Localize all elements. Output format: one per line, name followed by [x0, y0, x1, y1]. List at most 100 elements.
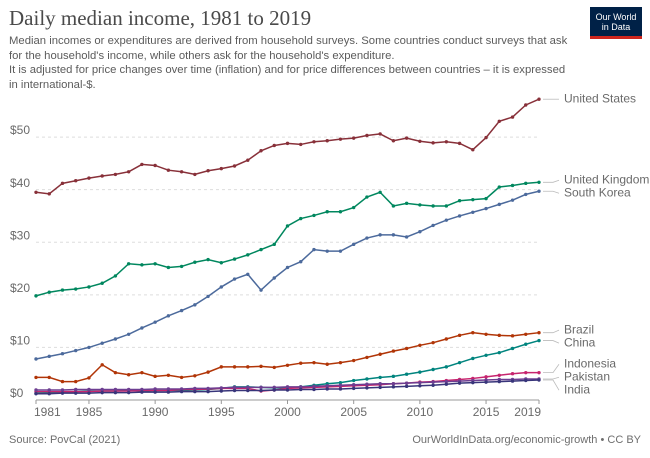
data-point — [206, 389, 210, 394]
data-point — [60, 391, 65, 395]
data-point — [34, 375, 38, 380]
data-point — [471, 210, 475, 214]
data-point — [391, 381, 396, 386]
data-point — [338, 137, 343, 141]
data-point — [246, 365, 250, 369]
data-point — [325, 210, 329, 214]
data-point — [206, 169, 210, 173]
data-point — [259, 388, 263, 393]
data-point — [140, 370, 144, 375]
data-point — [193, 386, 197, 391]
data-point — [457, 198, 462, 203]
data-point — [232, 365, 237, 369]
data-point — [113, 390, 118, 395]
data-point — [338, 210, 343, 214]
data-point — [34, 391, 38, 396]
data-point — [444, 140, 449, 144]
label-connector — [543, 363, 560, 374]
data-point — [391, 349, 396, 353]
data-point — [378, 352, 382, 356]
data-point — [378, 385, 382, 390]
data-point — [179, 387, 184, 391]
chart-title: Daily median income, 1981 to 2019 — [9, 6, 312, 30]
data-point — [259, 288, 263, 292]
data-point — [457, 381, 462, 385]
data-point — [74, 387, 78, 392]
data-point — [471, 330, 475, 335]
data-point — [166, 314, 171, 318]
data-point — [166, 265, 171, 270]
data-point — [312, 247, 316, 252]
data-point — [219, 261, 224, 265]
data-point — [219, 166, 224, 171]
data-point — [126, 390, 131, 395]
data-point — [232, 385, 237, 390]
data-point — [87, 176, 91, 180]
data-point — [74, 287, 78, 291]
data-point — [418, 380, 422, 385]
data-point — [471, 380, 475, 385]
data-point — [404, 381, 409, 385]
label-connector — [543, 329, 560, 334]
data-point — [471, 197, 475, 202]
data-point — [431, 383, 435, 387]
y-tick-label: $30 — [10, 228, 30, 242]
data-point — [299, 387, 303, 392]
data-point — [232, 164, 237, 168]
data-point — [87, 387, 91, 392]
data-point — [378, 381, 382, 386]
data-point — [497, 350, 501, 355]
data-point — [325, 362, 329, 366]
data-point — [510, 372, 515, 376]
data-point — [312, 213, 316, 218]
data-point — [484, 332, 488, 336]
data-point — [285, 388, 290, 392]
credit[interactable]: OurWorldInData.org/economic-growth • CC … — [412, 434, 641, 446]
data-point — [510, 183, 515, 188]
data-point — [325, 139, 329, 143]
data-point — [100, 387, 104, 392]
data-point — [378, 375, 382, 380]
data-point — [497, 333, 501, 338]
subtitle-line: It is adjusted for price changes over ti… — [9, 64, 566, 91]
data-point — [140, 263, 144, 267]
data-point — [246, 272, 250, 277]
logo[interactable]: Our World in Data — [590, 7, 642, 39]
data-point — [113, 370, 118, 375]
data-point — [365, 386, 369, 390]
data-point — [179, 264, 184, 269]
data-point — [87, 285, 91, 289]
data-point — [87, 376, 91, 380]
data-point — [259, 247, 263, 252]
data-point — [34, 190, 38, 194]
data-point — [299, 385, 303, 389]
data-point — [272, 276, 276, 280]
data-point — [351, 205, 356, 210]
data-point — [113, 274, 118, 278]
data-point — [246, 158, 250, 162]
y-tick-label: $50 — [10, 123, 30, 137]
data-point — [126, 170, 131, 174]
data-point — [60, 379, 65, 384]
data-point — [74, 379, 78, 384]
data-point — [100, 281, 104, 285]
data-point — [497, 379, 501, 384]
data-point — [206, 370, 210, 374]
data-point — [325, 249, 329, 253]
legend-label: China — [564, 335, 596, 349]
data-point — [100, 341, 104, 345]
x-tick-label: 2000 — [274, 405, 301, 419]
data-point — [126, 387, 131, 392]
data-point — [285, 385, 290, 389]
data-point — [87, 391, 91, 395]
data-point — [312, 384, 316, 389]
data-point — [312, 387, 316, 392]
x-tick-label: 2015 — [473, 405, 500, 419]
data-point — [524, 342, 528, 346]
x-tick-label: 2019 — [514, 405, 541, 419]
data-point — [34, 294, 38, 298]
subtitle-line: Median incomes or expenditures are deriv… — [9, 35, 568, 62]
data-point — [34, 357, 38, 361]
data-point — [444, 382, 449, 386]
data-point — [471, 356, 475, 361]
